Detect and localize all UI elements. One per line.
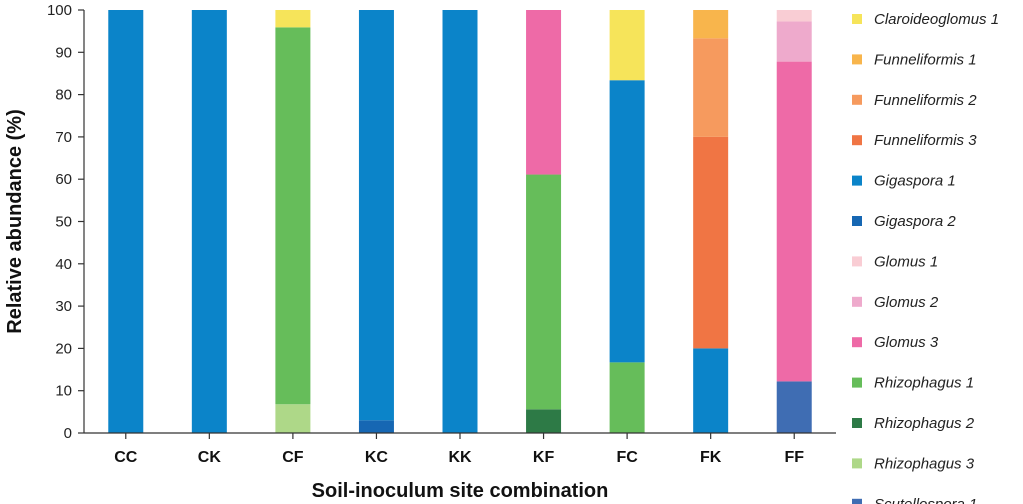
legend-item-funneliformis-3: Funneliformis 3 (852, 132, 977, 149)
x-category-label-cf: CF (282, 449, 304, 466)
y-tick-label: 10 (55, 383, 72, 400)
y-axis-title: Relative abundance (%) (4, 109, 26, 334)
bar-segment-cc-gigaspora-1 (108, 10, 144, 433)
legend-label: Rhizophagus 1 (874, 375, 974, 392)
bar-segment-ff-glomus-1 (776, 10, 812, 22)
y-tick-label: 70 (55, 129, 72, 146)
bar-segment-cf-rhizophagus-1 (275, 27, 311, 405)
y-tick-label: 50 (55, 214, 72, 231)
legend-swatch (852, 94, 862, 105)
y-tick-label: 100 (47, 2, 72, 19)
bar-segment-fk-funneliformis-1 (693, 10, 729, 39)
legend-item-claroideoglomus-1: Claroideoglomus 1 (852, 11, 999, 28)
legend-label: Gigaspora 1 (874, 173, 956, 190)
x-category-label-fk: FK (700, 449, 722, 466)
bar-segment-kf-rhizophagus-1 (526, 174, 562, 410)
bar-segment-kk-gigaspora-1 (442, 10, 478, 433)
legend-swatch (852, 216, 862, 226)
bar-segment-fc-rhizophagus-1 (609, 362, 645, 433)
legend-label: Glomus 2 (874, 294, 939, 311)
y-tick-label: 90 (55, 44, 72, 61)
x-category-label-kk: KK (448, 449, 472, 466)
legend-item-gigaspora-2: Gigaspora 2 (852, 213, 956, 230)
legend-item-funneliformis-2: Funneliformis 2 (852, 92, 977, 109)
legend-item-scutellospora-1: Scutellospora 1 (852, 496, 977, 504)
legend-label: Rhizophagus 2 (874, 415, 975, 432)
legend-label: Funneliformis 1 (874, 51, 977, 68)
x-category-labels: CC CK CF KC KK KF FC FK FF (114, 433, 804, 466)
x-axis-title: Soil-inoculum site combination (312, 480, 609, 502)
bar-segment-kf-rhizophagus-2 (526, 409, 562, 433)
legend-label: Claroideoglomus 1 (874, 11, 999, 28)
y-tick-label: 30 (55, 298, 72, 315)
legend-swatch (852, 175, 862, 186)
x-category-label-kc: KC (365, 449, 389, 466)
bar-segment-ff-glomus-3 (776, 61, 812, 382)
bar-segment-kc-gigaspora-1 (358, 10, 394, 421)
legend-label: Funneliformis 3 (874, 132, 977, 149)
y-tick-label: 20 (55, 340, 72, 357)
legend: Claroideoglomus 1 Funneliformis 1 Funnelif… (852, 11, 999, 504)
legend-label: Funneliformis 2 (874, 92, 977, 109)
legend-item-funneliformis-1: Funneliformis 1 (852, 51, 977, 68)
bar-segment-kc-gigaspora-2 (358, 420, 394, 433)
y-tick-label: 60 (55, 171, 72, 188)
legend-label: Scutellospora 1 (874, 496, 977, 504)
bar-segment-fc-claroideoglomus-1 (609, 10, 645, 81)
y-ticks: 0 10 20 30 40 50 60 70 80 90 100 (47, 2, 84, 442)
x-category-label-ff: FF (784, 449, 804, 466)
legend-label: Rhizophagus 3 (874, 455, 975, 472)
bar-segment-fc-gigaspora-1 (609, 80, 645, 363)
bars-layer (108, 10, 812, 433)
bar-segment-fk-gigaspora-1 (693, 348, 729, 433)
legend-item-rhizophagus-3: Rhizophagus 3 (852, 455, 975, 472)
legend-swatch (852, 337, 862, 348)
legend-item-rhizophagus-1: Rhizophagus 1 (852, 375, 974, 392)
x-category-label-ck: CK (198, 449, 222, 466)
legend-swatch (852, 296, 862, 307)
y-tick-label: 0 (64, 425, 72, 442)
legend-item-gigaspora-1: Gigaspora 1 (852, 173, 956, 190)
bar-segment-ck-gigaspora-1 (191, 10, 227, 433)
legend-swatch (852, 498, 862, 504)
bar-segment-cf-rhizophagus-3 (275, 404, 311, 433)
bar-segment-ff-scutellospora-1 (776, 381, 812, 433)
legend-label: Glomus 1 (874, 253, 938, 270)
legend-swatch (852, 418, 862, 428)
x-category-label-cc: CC (114, 449, 138, 466)
legend-item-rhizophagus-2: Rhizophagus 2 (852, 415, 975, 432)
legend-label: Glomus 3 (874, 334, 939, 351)
y-tick-label: 40 (55, 256, 72, 273)
legend-swatch (852, 14, 862, 24)
legend-swatch (852, 256, 862, 267)
legend-swatch (852, 54, 862, 65)
x-category-label-fc: FC (616, 449, 638, 466)
bar-segment-fk-funneliformis-3 (693, 136, 729, 349)
y-tick-label: 80 (55, 87, 72, 104)
x-category-label-kf: KF (533, 449, 555, 466)
legend-label: Gigaspora 2 (874, 213, 956, 230)
bar-segment-fk-funneliformis-2 (693, 38, 729, 137)
bar-segment-ff-glomus-2 (776, 21, 812, 62)
legend-swatch (852, 458, 862, 469)
legend-item-glomus-3: Glomus 3 (852, 334, 939, 351)
legend-swatch (852, 135, 862, 146)
legend-item-glomus-2: Glomus 2 (852, 294, 939, 311)
bar-segment-cf-claroideoglomus-1 (275, 10, 311, 28)
legend-swatch (852, 377, 862, 388)
legend-item-glomus-1: Glomus 1 (852, 253, 938, 270)
bar-segment-kf-glomus-3 (526, 10, 562, 175)
